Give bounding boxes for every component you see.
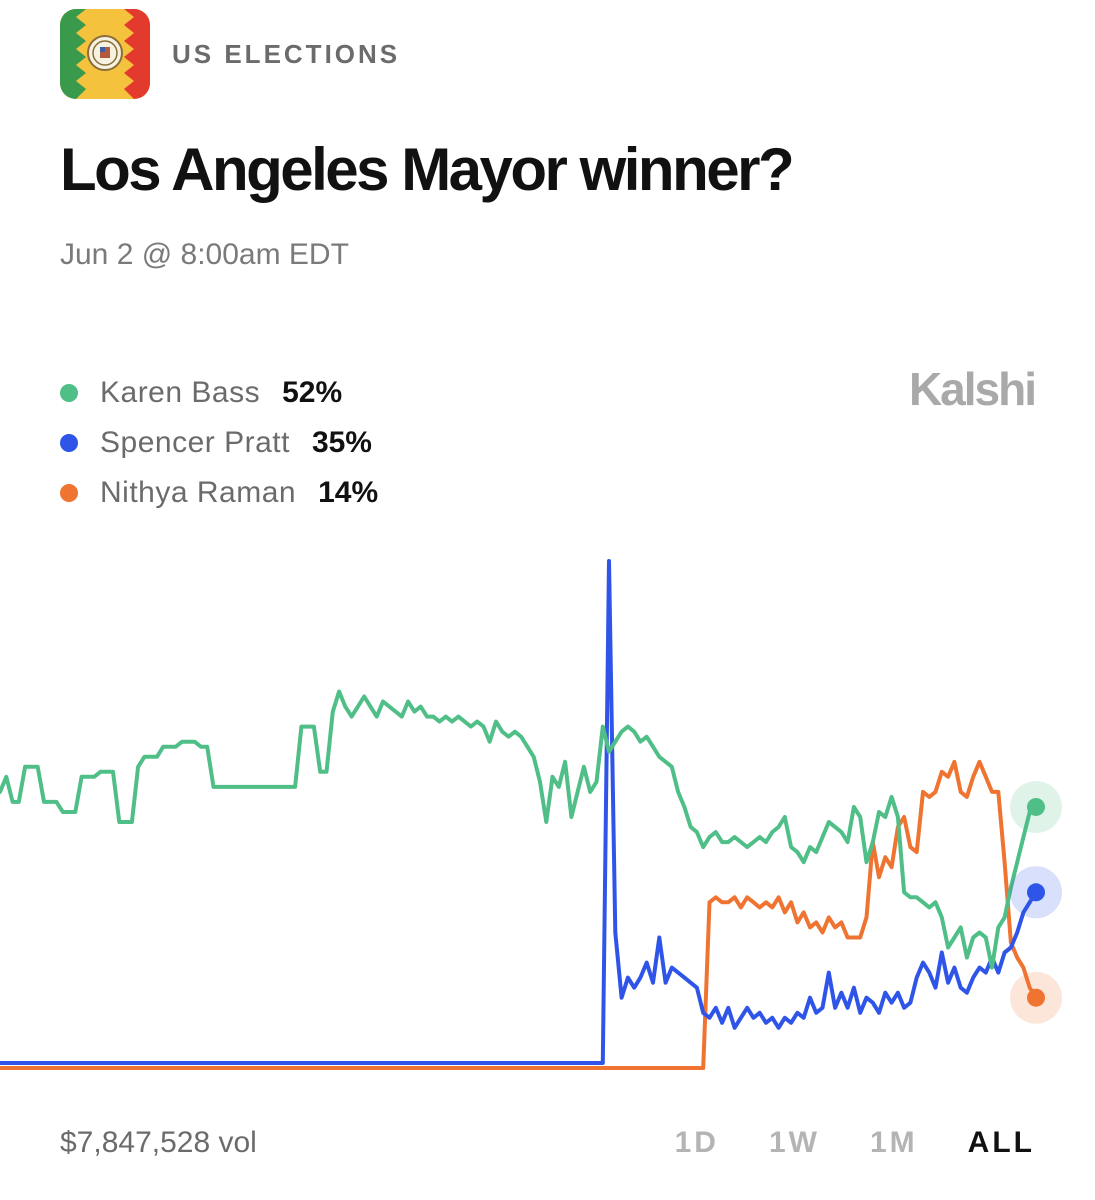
event-datetime: Jun 2 @ 8:00am EDT <box>60 238 349 271</box>
endpoint-dot-spencer-pratt <box>1027 883 1045 902</box>
los-angeles-flag-seal-icon <box>60 9 150 99</box>
legend-name: Karen Bass <box>100 376 261 409</box>
chart-legend: Karen Bass 52% Spencer Pratt 35% Nithya … <box>60 368 378 518</box>
legend-item-spencer-pratt: Spencer Pratt 35% <box>60 418 378 468</box>
endpoint-dot-nithya-raman <box>1027 988 1045 1007</box>
series-line-spencer-pratt <box>0 559 1038 1065</box>
category-label: US ELECTIONS <box>172 38 401 69</box>
range-button-1m[interactable]: 1M <box>869 1126 918 1159</box>
legend-dot-icon <box>60 484 78 502</box>
series-line-nithya-raman <box>0 759 1038 1070</box>
legend-value: 35% <box>311 426 372 459</box>
endpoint-dot-karen-bass <box>1027 797 1045 816</box>
legend-item-nithya-raman: Nithya Raman 14% <box>60 468 378 518</box>
range-button-1w[interactable]: 1W <box>768 1126 820 1159</box>
legend-value: 52% <box>282 376 343 409</box>
legend-item-karen-bass: Karen Bass 52% <box>60 368 378 418</box>
header: US ELECTIONS <box>60 9 401 99</box>
trading-volume: $7,847,528 vol <box>60 1126 257 1159</box>
page-title: Los Angeles Mayor winner? <box>60 136 795 203</box>
legend-dot-icon <box>60 384 78 402</box>
series-line-karen-bass <box>0 689 1038 970</box>
range-button-1d[interactable]: 1D <box>674 1126 719 1159</box>
legend-dot-icon <box>60 434 78 452</box>
legend-name: Spencer Pratt <box>100 426 290 459</box>
legend-value: 14% <box>318 476 379 509</box>
price-chart[interactable] <box>0 540 1095 1100</box>
kalshi-logo: Kalshi <box>908 363 1037 415</box>
legend-name: Nithya Raman <box>100 476 297 509</box>
range-button-all[interactable]: ALL <box>967 1126 1035 1159</box>
time-range-selector: 1D 1W 1M ALL <box>675 1126 1035 1160</box>
price-chart-svg[interactable] <box>0 540 1095 1100</box>
